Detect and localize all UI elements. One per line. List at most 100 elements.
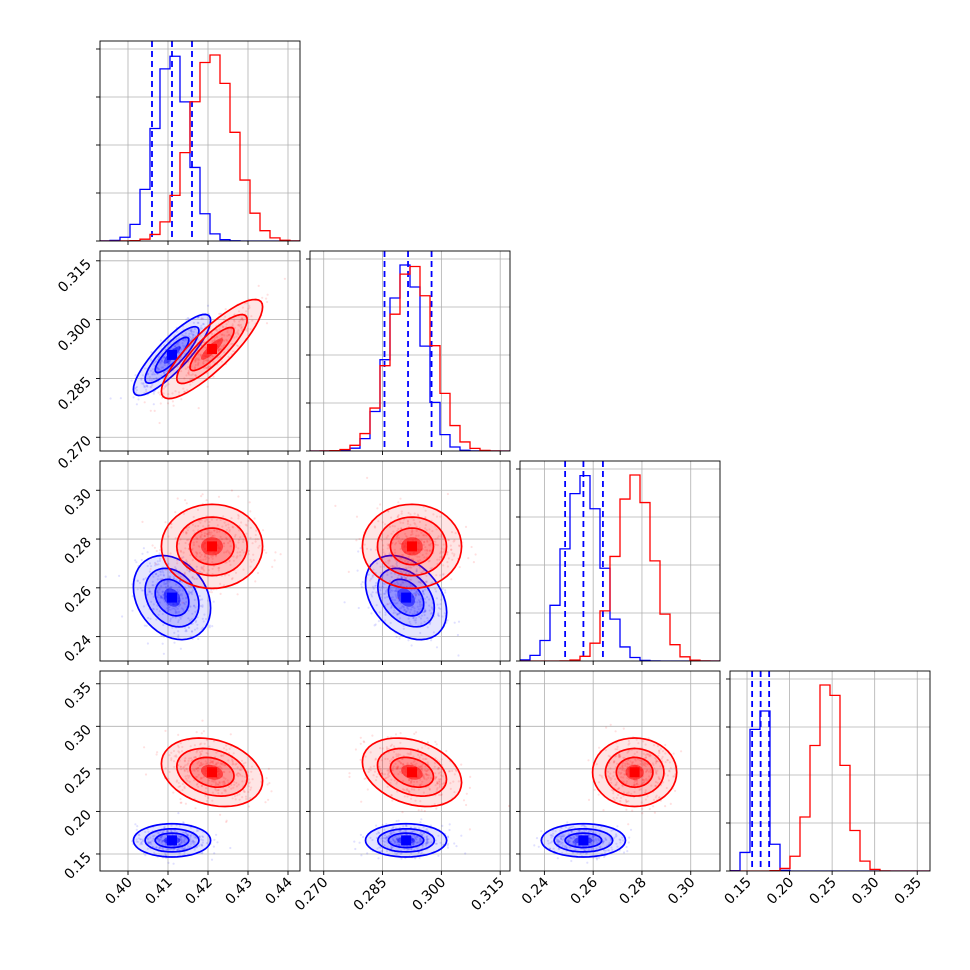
scatter-point — [189, 357, 192, 360]
scatter-point — [161, 840, 164, 843]
scatter-point — [612, 792, 615, 795]
scatter-point — [148, 591, 151, 594]
scatter-point — [200, 567, 203, 570]
scatter-point — [227, 551, 230, 554]
scatter-point — [425, 842, 428, 845]
scatter-point — [185, 531, 188, 534]
scatter-point — [225, 338, 228, 341]
scatter-point — [590, 829, 593, 833]
scatter-point — [212, 360, 215, 363]
scatter-point — [653, 811, 657, 814]
scatter-point — [203, 367, 206, 370]
scatter-point — [263, 549, 266, 552]
scatter-point — [156, 596, 159, 599]
panel-content — [520, 461, 720, 661]
scatter-point — [634, 758, 637, 761]
scatter-point — [185, 768, 188, 771]
density-peak-series-0 — [401, 592, 412, 603]
scatter-point — [594, 826, 597, 830]
scatter-point — [166, 829, 169, 833]
scatter-point — [166, 585, 170, 588]
scatter-point — [155, 563, 159, 566]
scatter-point — [211, 567, 214, 570]
scatter-point — [537, 845, 540, 848]
scatter-point — [238, 798, 241, 801]
scatter-point — [610, 846, 613, 849]
scatter-point — [177, 621, 180, 624]
scatter-point — [645, 756, 648, 759]
scatter-point — [178, 589, 181, 592]
scatter-point — [218, 530, 221, 533]
scatter-point — [644, 770, 648, 774]
scatter-point — [623, 773, 626, 776]
scatter-point — [199, 751, 202, 754]
scatter-point — [236, 551, 239, 554]
scatter-point — [359, 758, 362, 761]
scatter-point — [622, 780, 625, 783]
scatter-point — [393, 750, 396, 754]
scatter-point — [410, 531, 413, 534]
scatter-point — [235, 773, 238, 776]
scatter-point — [621, 765, 624, 768]
scatter-point — [154, 561, 157, 565]
scatter-point — [184, 764, 187, 767]
scatter-point — [188, 563, 191, 566]
scatter-point — [440, 598, 443, 601]
scatter-point — [190, 826, 193, 829]
scatter-point — [389, 832, 392, 835]
scatter-point — [407, 511, 410, 515]
scatter-point — [224, 790, 227, 793]
scatter-point — [410, 558, 413, 561]
scatter-point — [389, 589, 393, 592]
scatter-point — [428, 788, 431, 791]
scatter-point — [628, 836, 631, 839]
scatter-point — [425, 769, 429, 773]
scatter-point — [169, 552, 172, 555]
scatter-point — [396, 581, 399, 584]
scatter-point — [157, 368, 160, 371]
scatter-point — [600, 825, 603, 829]
scatter-point — [396, 533, 399, 536]
scatter-point — [585, 826, 588, 829]
scatter-point — [370, 593, 373, 596]
scatter-point — [562, 835, 566, 838]
scatter-point — [156, 838, 159, 841]
scatter-point — [173, 641, 176, 644]
scatter-point — [201, 327, 204, 330]
scatter-point — [421, 769, 424, 772]
scatter-point — [121, 615, 124, 618]
scatter-point — [200, 324, 203, 327]
scatter-point — [429, 542, 432, 546]
scatter-point — [399, 521, 402, 524]
scatter-point — [171, 400, 174, 403]
scatter-point — [231, 759, 234, 762]
scatter-point — [399, 542, 402, 545]
scatter-point — [420, 539, 423, 542]
scatter-point — [185, 601, 188, 604]
scatter-point — [436, 782, 439, 785]
scatter-point — [381, 839, 384, 843]
scatter-point — [412, 519, 415, 522]
scatter-point — [413, 759, 416, 763]
scatter-point — [232, 350, 235, 353]
scatter-point — [205, 499, 208, 502]
contour-series-1 — [376, 747, 448, 797]
scatter-point — [447, 539, 451, 542]
scatter-point — [242, 538, 245, 542]
scatter-point — [426, 540, 429, 543]
scatter-point — [415, 762, 418, 765]
scatter-point — [362, 740, 365, 743]
scatter-point — [621, 836, 624, 839]
scatter-point — [419, 581, 422, 585]
scatter-point — [383, 523, 387, 526]
y-tick-label: 0.28 — [61, 535, 94, 568]
scatter-point — [152, 371, 155, 374]
scatter-point — [412, 616, 415, 620]
scatter-point — [643, 779, 646, 782]
scatter-point — [266, 783, 269, 786]
scatter-point — [617, 787, 620, 791]
scatter-point — [201, 852, 204, 855]
scatter-point — [419, 784, 422, 787]
scatter-point — [585, 852, 589, 855]
scatter-point — [157, 832, 160, 835]
